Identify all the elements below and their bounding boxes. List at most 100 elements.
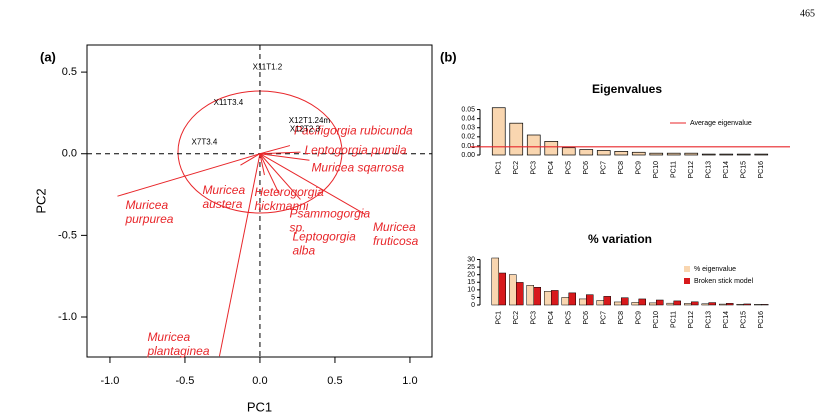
- site-label: X7T3.4: [192, 137, 218, 146]
- x-tick-label: PC5: [566, 161, 573, 175]
- x-tick-label: PC6: [583, 161, 590, 175]
- x-tick-label: -0.5: [175, 375, 194, 387]
- species-label: Heterogorgia hickmanni: [254, 185, 324, 213]
- bar: [568, 292, 576, 306]
- x-tick-label: 0.5: [327, 375, 342, 387]
- bar: [551, 290, 559, 306]
- y-tick-label: 0.03: [461, 125, 475, 132]
- x-tick-label: PC12: [688, 311, 695, 329]
- bar: [666, 302, 674, 306]
- x-axis-label: PC1: [247, 399, 272, 414]
- y-tick-label: -1.0: [58, 311, 77, 323]
- bar: [579, 298, 587, 306]
- bar: [631, 151, 646, 156]
- legend-label: Broken stick model: [694, 278, 754, 285]
- bar: [526, 134, 541, 156]
- bar: [561, 297, 569, 306]
- chart-title: % variation: [588, 232, 652, 246]
- species-label: Leptogorgia alba: [292, 230, 356, 258]
- x-tick-label: PC12: [688, 161, 695, 179]
- x-tick-label: PC9: [636, 161, 643, 175]
- loading-vector: [259, 153, 310, 161]
- x-tick-label: PC8: [618, 161, 625, 175]
- legend-label: % eigenvalue: [694, 266, 736, 273]
- bar: [638, 298, 646, 306]
- species-label: Pacifigorgia rubicunda: [294, 124, 413, 138]
- species-label: Leptogorgia pumila: [304, 143, 406, 157]
- bar: [656, 299, 664, 306]
- species-label-line: fruticosa: [373, 234, 419, 248]
- y-tick-label: 25: [467, 264, 475, 271]
- x-tick-label: PC16: [758, 161, 765, 179]
- species-label: Muricea austera: [202, 183, 245, 211]
- y-tick-label: 0.0: [62, 148, 77, 160]
- bar: [544, 291, 552, 306]
- bar: [614, 151, 629, 156]
- bar: [586, 294, 594, 306]
- bar: [579, 149, 594, 156]
- bar: [631, 302, 639, 306]
- loading-vector: [117, 153, 261, 197]
- y-tick-label: 0.05: [461, 106, 475, 113]
- loading-vector: [259, 145, 291, 155]
- x-tick-label: PC3: [531, 311, 538, 325]
- x-tick-label: PC15: [741, 161, 748, 179]
- site-label: X12T2.3: [290, 124, 321, 133]
- species-label-line: austera: [202, 197, 242, 211]
- y-tick-label: 15: [467, 279, 475, 286]
- x-tick-label: PC8: [618, 311, 625, 325]
- species-label-line: Psammogorgia: [289, 207, 370, 221]
- x-tick-label: PC10: [653, 161, 660, 179]
- y-tick-label: 10: [467, 287, 475, 294]
- bar: [708, 302, 716, 306]
- legend-swatch: [684, 266, 690, 272]
- x-tick-label: PC16: [758, 311, 765, 329]
- bar: [544, 141, 559, 156]
- x-tick-label: 1.0: [402, 375, 417, 387]
- bar: [701, 153, 716, 156]
- bar: [684, 152, 699, 156]
- x-tick-label: PC1: [496, 161, 503, 175]
- bar: [649, 302, 657, 306]
- x-tick-label: PC14: [723, 311, 730, 329]
- species-label-line: Heterogorgia: [254, 185, 324, 199]
- bar: [603, 296, 611, 306]
- x-tick-label: PC7: [601, 311, 608, 325]
- bar: [754, 304, 762, 306]
- species-label-line: Leptogorgia: [292, 230, 356, 244]
- bar: [743, 303, 751, 306]
- species-label-line: Muricea: [147, 330, 190, 344]
- species-label-line: sp.: [289, 221, 305, 235]
- bar: [673, 300, 681, 306]
- species-label-line: Muricea: [373, 220, 416, 234]
- species-label: Muricea plantaginea: [146, 330, 209, 358]
- x-tick-label: PC9: [636, 311, 643, 325]
- bar: [649, 152, 664, 156]
- bar: [561, 147, 576, 156]
- x-tick-label: PC10: [653, 311, 660, 329]
- x-tick-label: -1.0: [100, 375, 119, 387]
- site-label: X12T1.24m: [289, 116, 331, 125]
- panel-label: (a): [40, 49, 56, 64]
- species-label-line: Pacifigorgia rubicunda: [294, 124, 413, 138]
- legend-swatch: [684, 278, 690, 284]
- y-tick-label: 0.04: [461, 115, 475, 122]
- bar: [684, 303, 692, 306]
- bar: [596, 150, 611, 156]
- bar: [726, 303, 734, 306]
- y-tick-label: -0.5: [58, 229, 77, 241]
- y-tick-label: 30: [467, 256, 475, 263]
- bar: [621, 297, 629, 306]
- y-tick-label: 0.5: [62, 66, 77, 78]
- bar: [491, 107, 506, 156]
- y-tick-label: 20: [467, 272, 475, 279]
- species-label: Muricea fruticosa: [373, 220, 419, 248]
- y-tick-label: 5: [471, 294, 475, 301]
- bar: [596, 300, 604, 306]
- x-tick-label: PC11: [671, 161, 678, 178]
- y-tick-label: 0.00: [461, 152, 475, 159]
- y-axis-label: PC2: [33, 188, 48, 213]
- bar: [666, 152, 681, 156]
- bar: [761, 304, 769, 306]
